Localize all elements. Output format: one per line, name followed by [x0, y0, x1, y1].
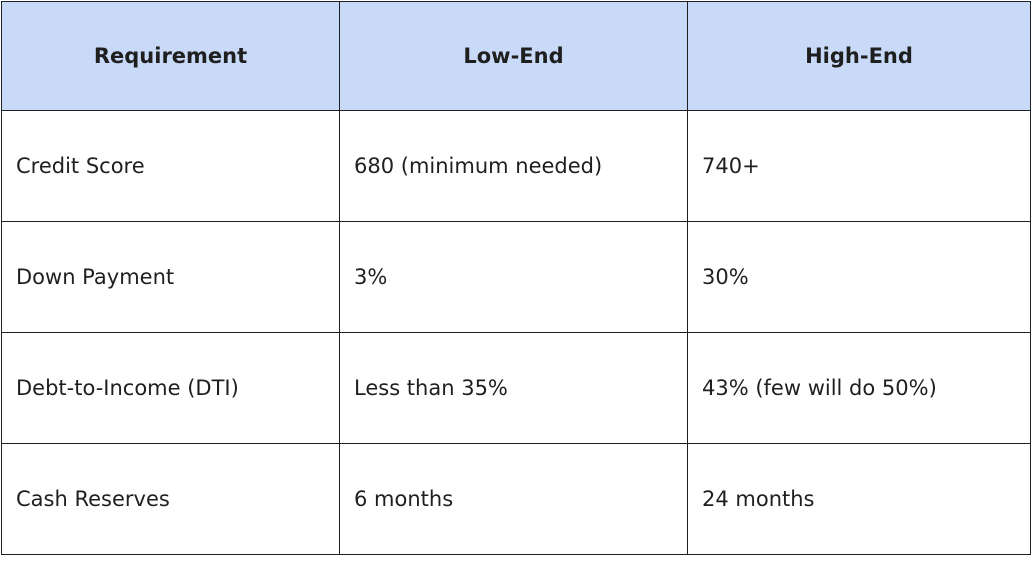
header-cell: Requirement — [1, 1, 340, 111]
table-row: Credit Score 680 (minimum needed) 740+ — [1, 110, 1031, 222]
table-cell: 30% — [687, 221, 1031, 333]
table-cell: 740+ — [687, 110, 1031, 222]
table-body: Credit Score 680 (minimum needed) 740+ Down… — [1, 110, 1031, 555]
table-cell: Debt-to-Income (DTI) — [1, 332, 340, 444]
table-row: Down Payment 3% 30% — [1, 221, 1031, 333]
table-cell: 680 (minimum needed) — [339, 110, 688, 222]
table-cell: Cash Reserves — [1, 443, 340, 555]
table-cell: 6 months — [339, 443, 688, 555]
table-cell: Down Payment — [1, 221, 340, 333]
table-cell: Credit Score — [1, 110, 340, 222]
table-cell: Less than 35% — [339, 332, 688, 444]
table-cell: 43% (few will do 50%) — [687, 332, 1031, 444]
table-cell: 3% — [339, 221, 688, 333]
table-row: Cash Reserves 6 months 24 months — [1, 443, 1031, 555]
table-cell: 24 months — [687, 443, 1031, 555]
header-row: Requirement Low-End High-End — [1, 1, 1031, 111]
header-cell: High-End — [687, 1, 1031, 111]
table-row: Debt-to-Income (DTI) Less than 35% 43% (fe… — [1, 332, 1031, 444]
header-cell: Low-End — [339, 1, 688, 111]
